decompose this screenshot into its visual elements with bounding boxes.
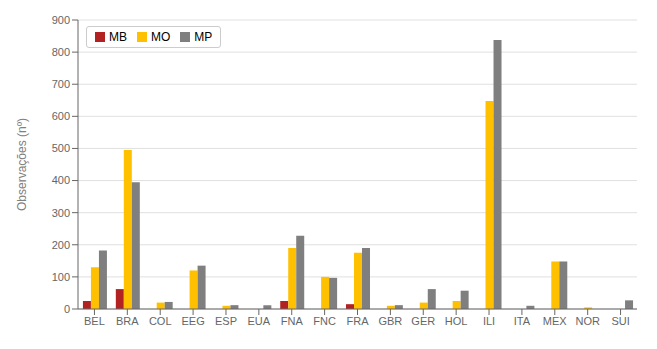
svg-text:ESP: ESP	[215, 315, 237, 327]
svg-text:300: 300	[52, 207, 70, 219]
svg-text:FNC: FNC	[313, 315, 336, 327]
svg-text:ITA: ITA	[514, 315, 531, 327]
svg-text:BEL: BEL	[84, 315, 105, 327]
svg-text:100: 100	[52, 271, 70, 283]
svg-text:200: 200	[52, 239, 70, 251]
svg-text:FRA: FRA	[347, 315, 370, 327]
svg-text:GER: GER	[411, 315, 435, 327]
svg-text:Observações (nº): Observações (nº)	[15, 118, 29, 211]
svg-text:0: 0	[64, 303, 70, 315]
html-text:MB: MB	[109, 30, 127, 44]
svg-text:MEX: MEX	[543, 315, 568, 327]
svg-text:700: 700	[52, 78, 70, 90]
html-text:MP: MP	[194, 30, 213, 44]
svg-text:EUA: EUA	[248, 315, 271, 327]
svg-text:600: 600	[52, 110, 70, 122]
svg-text:BRA: BRA	[116, 315, 139, 327]
svg-text:ILI: ILI	[483, 315, 495, 327]
svg-text:400: 400	[52, 174, 70, 186]
svg-text:900: 900	[52, 14, 70, 26]
svg-text:800: 800	[52, 46, 70, 58]
svg-text:500: 500	[52, 142, 70, 154]
html-text:MO: MO	[151, 30, 171, 44]
svg-text:NOR: NOR	[575, 315, 600, 327]
svg-text:EEG: EEG	[181, 315, 204, 327]
svg-text:HOL: HOL	[445, 315, 468, 327]
svg-text:GBR: GBR	[378, 315, 402, 327]
svg-text:COL: COL	[149, 315, 172, 327]
svg-text:FNA: FNA	[281, 315, 304, 327]
svg-text:SUI: SUI	[611, 315, 629, 327]
